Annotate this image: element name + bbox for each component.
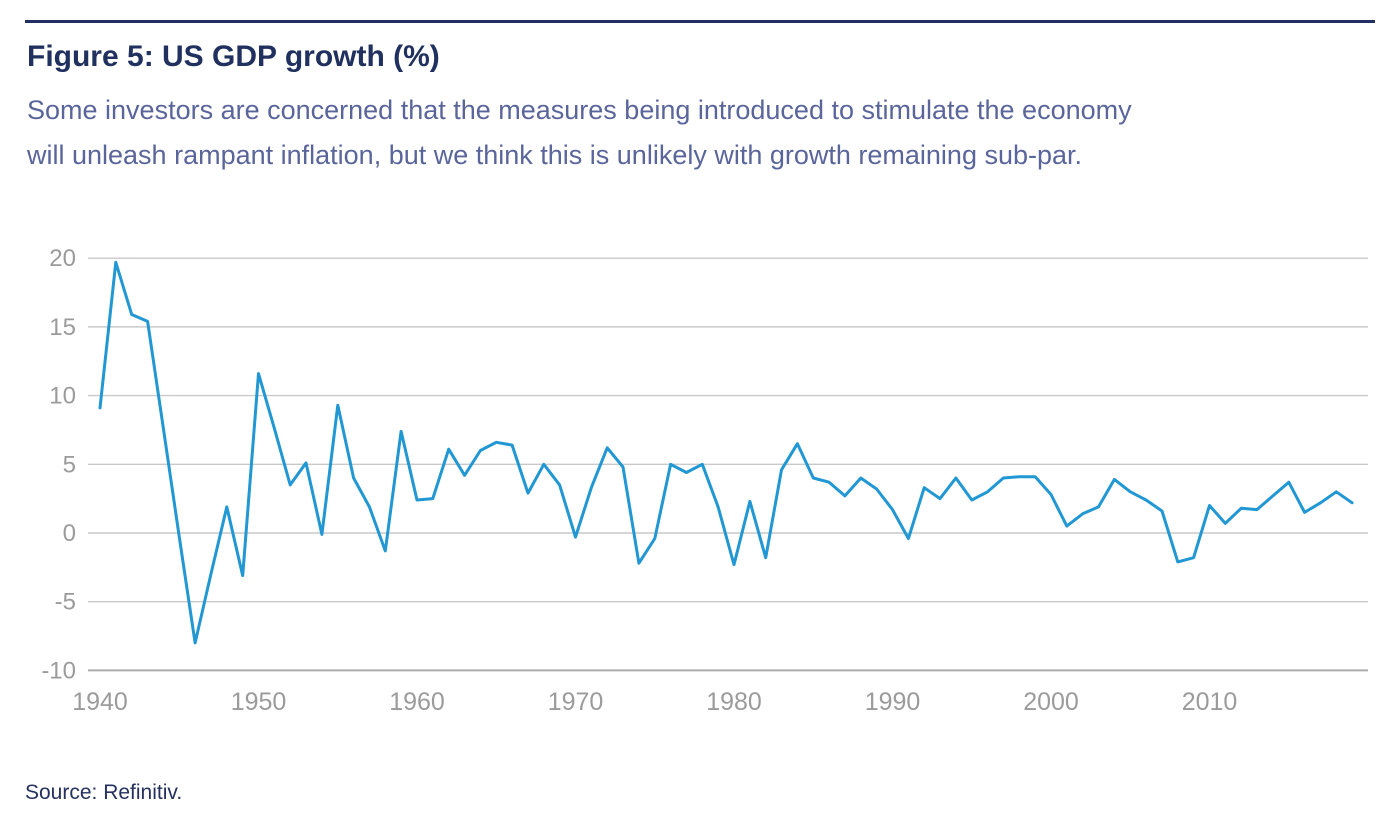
y-tick-label: 10 [49,383,76,410]
x-tick-label: 2010 [1182,688,1238,716]
top-divider-rule [25,20,1375,23]
figure-subtitle: Some investors are concerned that the me… [27,88,1132,178]
x-tick-label: 1990 [865,688,921,716]
figure-title: Figure 5: US GDP growth (%) [27,40,440,73]
figure-subtitle-line-1: Some investors are concerned that the me… [27,95,1132,125]
y-tick-label: 0 [63,520,76,547]
y-tick-label: 15 [49,314,76,341]
figure-subtitle-line-2: will unleash rampant inflation, but we t… [27,140,1083,170]
x-tick-label: 1950 [231,688,287,716]
y-tick-label: -5 [55,589,76,616]
y-tick-label: 20 [49,245,76,272]
x-tick-label: 2000 [1023,688,1079,716]
x-tick-label: 1960 [389,688,445,716]
y-tick-label: -10 [41,657,76,684]
gdp-line-series [98,260,1354,645]
x-tick-label: 1970 [548,688,604,716]
x-tick-label: 1940 [72,688,128,716]
source-text: Source: Refinitiv. [25,781,183,804]
y-tick-label: 5 [63,451,76,478]
x-tick-label: 1980 [706,688,762,716]
